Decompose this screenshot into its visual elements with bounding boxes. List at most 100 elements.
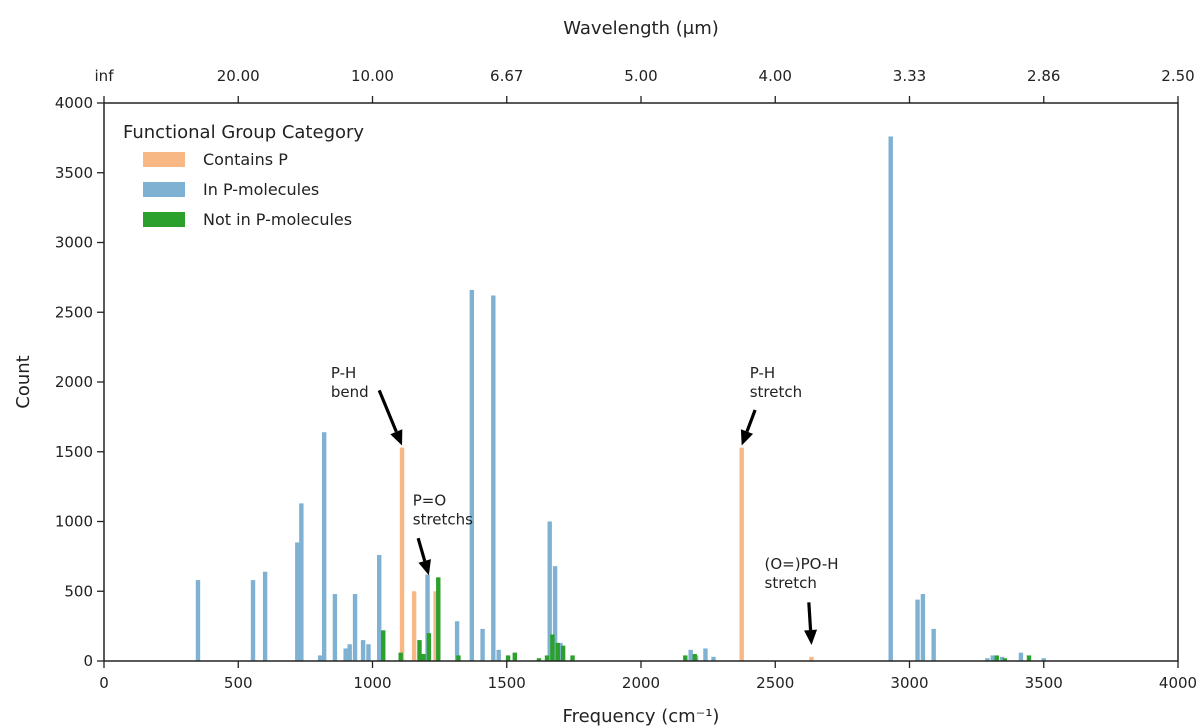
bar — [317, 655, 323, 661]
y-tick-label: 3500 — [55, 164, 93, 182]
x-tick-label: 500 — [224, 674, 253, 692]
bar — [547, 521, 552, 661]
bars — [195, 136, 1046, 662]
top-tick-label: 2.50 — [1161, 67, 1194, 85]
y-tick-label: 2500 — [55, 303, 93, 321]
top-tick-label: 5.00 — [624, 67, 657, 85]
top-tick-label: 2.86 — [1027, 67, 1060, 85]
y-tick-label: 0 — [83, 652, 93, 670]
bar — [299, 503, 304, 661]
bar — [454, 621, 460, 661]
bar — [739, 447, 744, 661]
bar — [1026, 655, 1032, 661]
annotation-arrow — [745, 409, 757, 433]
bar — [352, 594, 358, 661]
bar — [469, 289, 475, 661]
x-tick-label: 3500 — [1025, 674, 1063, 692]
bar — [512, 652, 517, 661]
x-tick-label: 0 — [99, 674, 109, 692]
bar — [994, 655, 999, 661]
bar — [377, 554, 382, 661]
y-tick-label: 2000 — [55, 373, 93, 391]
y-tick-label: 3000 — [55, 234, 93, 252]
x-tick-label: 2500 — [756, 674, 794, 692]
bar — [417, 640, 422, 661]
bar — [692, 654, 697, 661]
bar — [931, 628, 936, 661]
bar — [560, 645, 566, 661]
legend-swatch — [143, 212, 185, 227]
bar — [558, 642, 563, 661]
bar — [703, 648, 708, 661]
bar — [915, 599, 920, 661]
y-tick-label: 4000 — [55, 94, 93, 112]
top-tick-label: 6.67 — [490, 67, 523, 85]
bar — [496, 649, 501, 661]
x-tick-label: 4000 — [1159, 674, 1197, 692]
bar — [343, 648, 348, 661]
bar — [985, 658, 990, 661]
x-tick-label: 3000 — [890, 674, 928, 692]
top-tick-label: 3.33 — [893, 67, 926, 85]
legend-swatch — [143, 152, 185, 167]
bar — [683, 655, 688, 661]
bar — [436, 577, 441, 661]
annotation-text: stretchs — [413, 510, 473, 528]
top-tick-label: 20.00 — [217, 67, 260, 85]
bar — [552, 566, 558, 661]
bar — [550, 634, 555, 661]
bar — [366, 644, 371, 661]
y-ticks: 0 500 1000 1500 2000 2500 3000 3500 4000 — [55, 94, 104, 670]
annotation-text: P-H — [750, 364, 775, 382]
bar — [999, 656, 1005, 661]
bar — [262, 571, 268, 661]
bar — [250, 580, 256, 661]
annotation-text: stretch — [750, 383, 802, 401]
top-tick-label: 4.00 — [759, 67, 792, 85]
x-tick-label: 2000 — [622, 674, 660, 692]
annotation-arrowhead — [740, 429, 754, 446]
top-tick-label: inf — [95, 67, 115, 85]
y-tick-label: 1000 — [55, 513, 93, 531]
bar — [381, 630, 386, 661]
bar — [347, 644, 352, 661]
bar — [990, 655, 995, 661]
x-ticks: 0 500 1000 1500 2000 2500 3000 3500 4000 — [99, 661, 1197, 692]
bar — [480, 628, 485, 661]
bar — [809, 656, 814, 661]
annotations: P-HbendP=OstretchsP-Hstretch(O=)PO-Hstre… — [331, 364, 839, 646]
annotation-text: stretch — [765, 574, 817, 592]
x-axis-title: Frequency (cm⁻¹) — [563, 706, 720, 727]
bar — [536, 658, 542, 661]
annotation-arrowhead — [804, 629, 818, 646]
bar — [360, 640, 366, 661]
annotation-text: P-H — [331, 364, 356, 382]
bar — [425, 574, 430, 661]
bar — [295, 542, 300, 661]
y-tick-label: 1500 — [55, 443, 93, 461]
bar — [332, 594, 338, 661]
x-tick-label: 1500 — [488, 674, 526, 692]
bar — [1041, 658, 1046, 661]
bar — [888, 136, 893, 662]
bar — [711, 656, 716, 661]
legend-label: In P-molecules — [203, 180, 319, 199]
x-tick-label: 1000 — [353, 674, 391, 692]
bar — [505, 655, 511, 661]
bar — [399, 447, 405, 661]
annotation-arrowhead — [418, 559, 431, 576]
bar — [398, 652, 403, 661]
top-tick-label: 10.00 — [351, 67, 394, 85]
y-tick-label: 500 — [64, 582, 93, 600]
legend-label: Contains P — [203, 150, 288, 169]
bar — [688, 649, 693, 661]
annotation-arrow — [807, 602, 813, 631]
legend-label: Not in P-molecules — [203, 210, 352, 229]
annotation-text: P=O — [413, 491, 446, 509]
bar — [321, 432, 327, 661]
bar — [456, 655, 461, 661]
bar — [544, 655, 550, 661]
legend: Functional Group Category Contains P In P… — [123, 122, 364, 229]
legend-title: Functional Group Category — [123, 122, 364, 143]
